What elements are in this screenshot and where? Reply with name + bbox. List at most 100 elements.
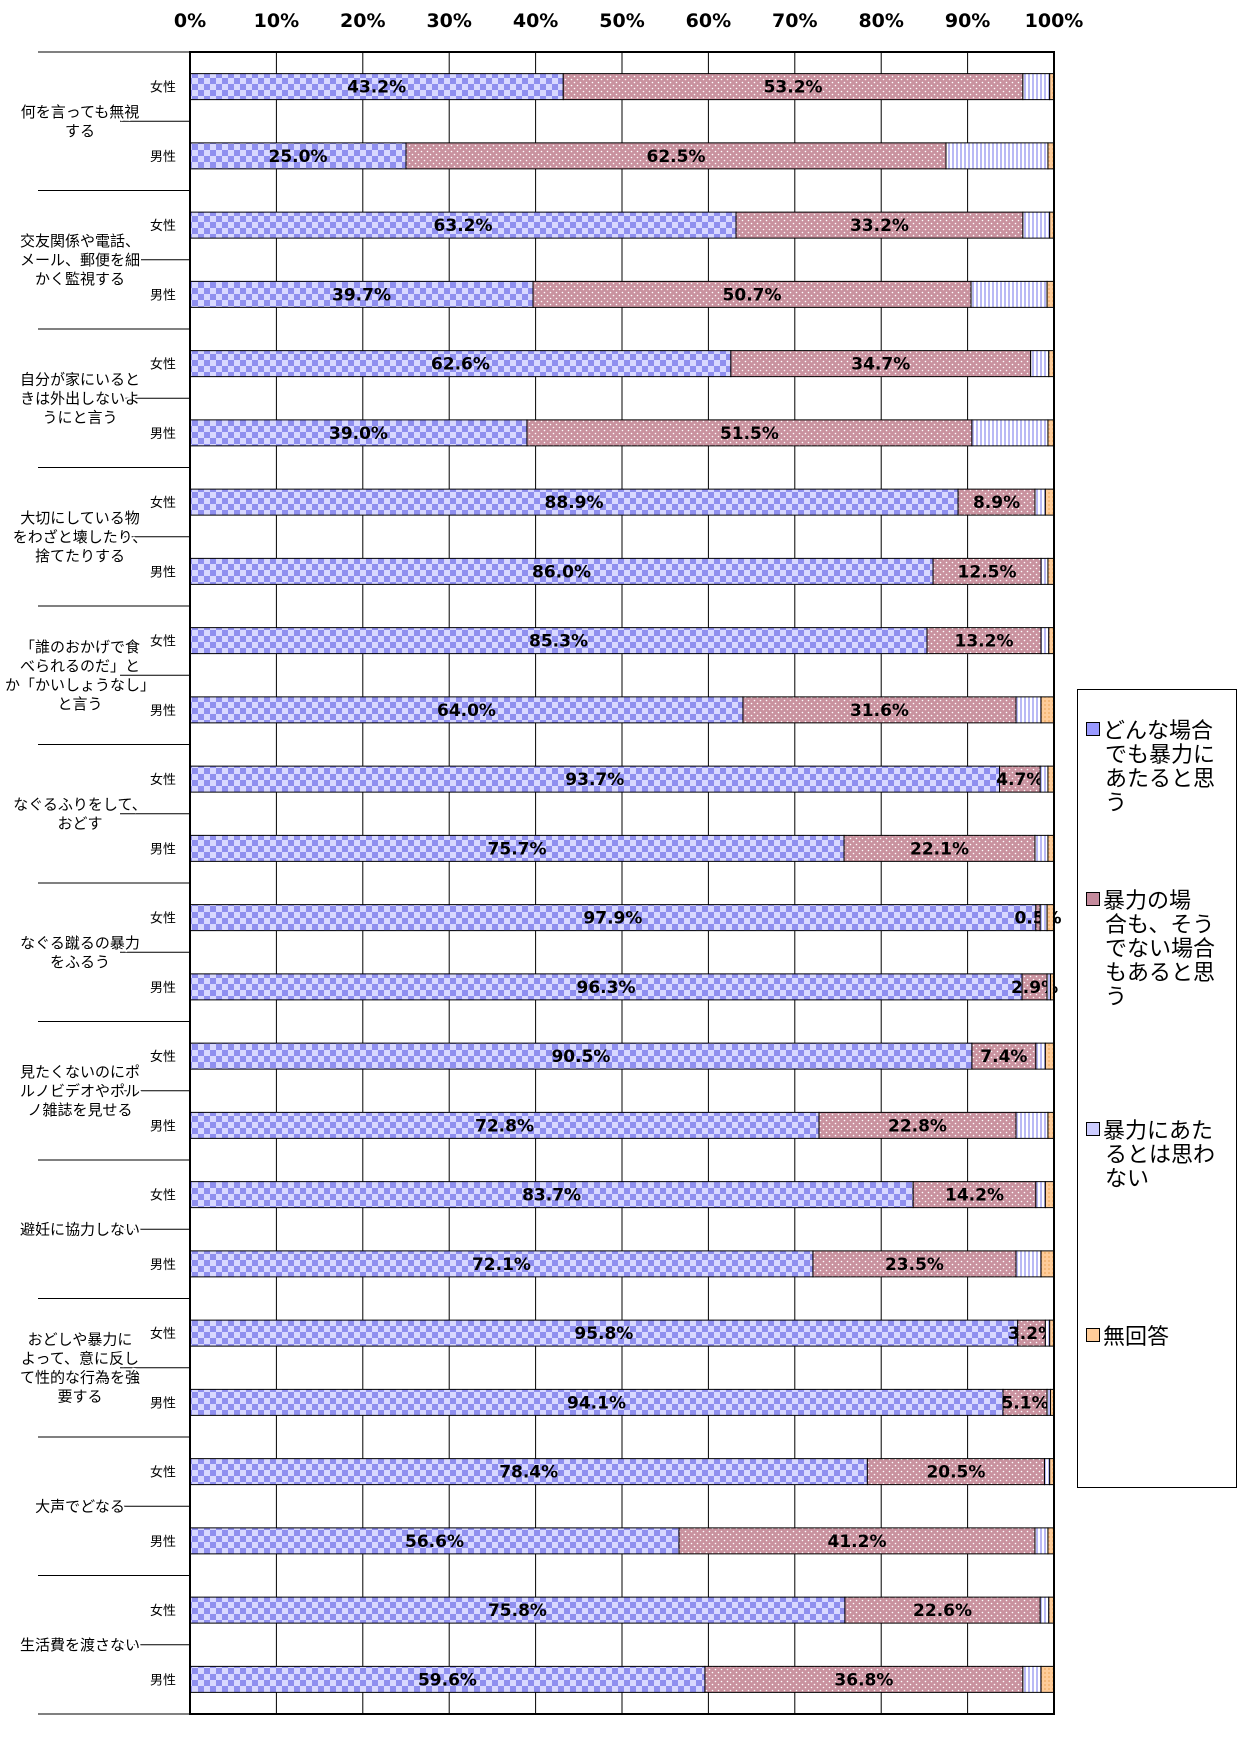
bar-segment [742,696,1017,724]
data-label: 33.2% [850,216,909,236]
category-label: 避妊に協力しない [20,1220,140,1238]
data-label: 56.6% [405,1532,464,1552]
bar-segment [189,419,528,447]
bar-segment [1040,1665,1055,1693]
bar-segment [1015,1111,1049,1139]
bar-segment [735,211,1024,239]
legend-item: 暴力の場 合も、そう でない場合 もあると思う [1086,890,1234,1010]
bar-segment [532,280,972,308]
data-label: 22.1% [910,839,969,859]
bar-segment [945,142,1049,170]
bar-segment [1043,1458,1051,1486]
legend-item: 無回答 [1086,1326,1234,1350]
bar-segment [1044,1319,1051,1347]
bar-segment [1022,1665,1042,1693]
group-label: 女性 [150,911,176,927]
legend-label: 暴力にあた [1103,1119,1214,1144]
group-label: 男性 [150,1535,176,1550]
data-label: 4.7% [996,770,1043,790]
group-label: 男性 [150,1119,176,1134]
category-label: おどす [57,814,102,832]
category-label: か「かいしょうなし」 [5,676,155,694]
bar-segment [1021,973,1048,1001]
bar-segment [1040,1250,1055,1278]
category-label: 要する [57,1387,102,1405]
bar-segment [189,627,928,655]
group-label: 女性 [150,634,176,650]
bar-segment [1044,1181,1055,1209]
data-label: 90.5% [551,1047,610,1067]
x-tick-label: 80% [858,10,903,32]
bar-segment [1035,1042,1046,1070]
data-label: 64.0% [437,701,496,721]
category-label: 自分が家にいると [20,370,140,388]
legend-swatch [1086,1122,1100,1136]
data-label: 75.7% [488,839,547,859]
category-label: て性的な行為を強 [20,1368,140,1386]
data-label: 94.1% [567,1393,626,1413]
legend: どんな場合 でも暴力に あたると思う暴力の場 合も、そう でない場合 もあると思う暴力にあ… [1077,689,1237,1488]
group-label: 女性 [150,80,176,96]
category-label: と言う [57,695,102,713]
legend-swatch [1086,892,1100,906]
bar-segment [1039,765,1049,793]
bar-segment [1046,973,1052,1001]
bar-segment [971,1042,1037,1070]
data-label: 83.7% [522,1186,581,1206]
group-label: 男性 [150,842,176,857]
bar-segment [189,73,564,101]
data-label: 62.5% [647,147,706,167]
category-label: 「誰のおかげで食 [20,638,140,656]
bar-segment [678,1527,1036,1555]
group-label: 男性 [150,150,176,165]
legend-label: う [1105,791,1128,816]
data-label: 72.8% [475,1116,534,1136]
data-label: 85.3% [529,632,588,652]
legend-label: う [1105,985,1128,1010]
bar-segment [1017,1319,1046,1347]
bar-segment [1035,1181,1046,1209]
group-label: 女性 [150,1603,176,1619]
bars: 43.2% 53.2% 25.0% 62.5% 63.2% 33.2% 39.7% 50.7%… [189,73,1062,1693]
group-label: 男性 [150,704,176,719]
x-tick-label: 10% [254,10,299,32]
data-label: 31.6% [850,701,909,721]
category-label: をふるう [50,953,110,971]
bar-segment [1015,696,1042,724]
category-label: きは外出しないよ [20,389,140,407]
bar-segment [1046,904,1055,932]
plot-border [189,51,1055,1715]
bar-segment [562,73,1024,101]
group-label: 男性 [150,288,176,303]
data-label: 53.2% [764,78,823,98]
group-label: 女性 [150,1465,176,1481]
data-label: 34.7% [851,355,910,375]
category-label: べられるのだ」と [20,657,140,675]
data-label: 75.8% [488,1601,547,1621]
bar-segment [957,488,1036,516]
bar-segment [1046,280,1055,308]
category-label: ルノビデオやポル [20,1082,140,1100]
x-tick-label: 70% [772,10,817,32]
x-tick-label: 20% [340,10,385,32]
category-label: 何を言っても無視 [21,103,140,121]
data-label: 50.7% [723,285,782,305]
bar-segment [1030,350,1050,378]
data-label: 51.5% [720,424,779,444]
data-label: 13.2% [955,632,1014,652]
x-tick-label: 30% [426,10,471,32]
data-label: 22.6% [913,1601,972,1621]
bar-segment [189,973,1023,1001]
data-label: 39.7% [332,285,391,305]
bar-segment [1039,904,1048,932]
bar-segment [1022,73,1051,101]
data-label: 2.9% [1011,978,1058,998]
x-tick-label: 50% [599,10,644,32]
group-label: 男性 [150,565,176,580]
data-label: 12.5% [958,562,1017,582]
data-label: 78.4% [499,1463,558,1483]
group-label: 女性 [150,357,176,373]
bar-segment [526,419,973,447]
category-label: メール、郵便を細 [20,251,140,269]
